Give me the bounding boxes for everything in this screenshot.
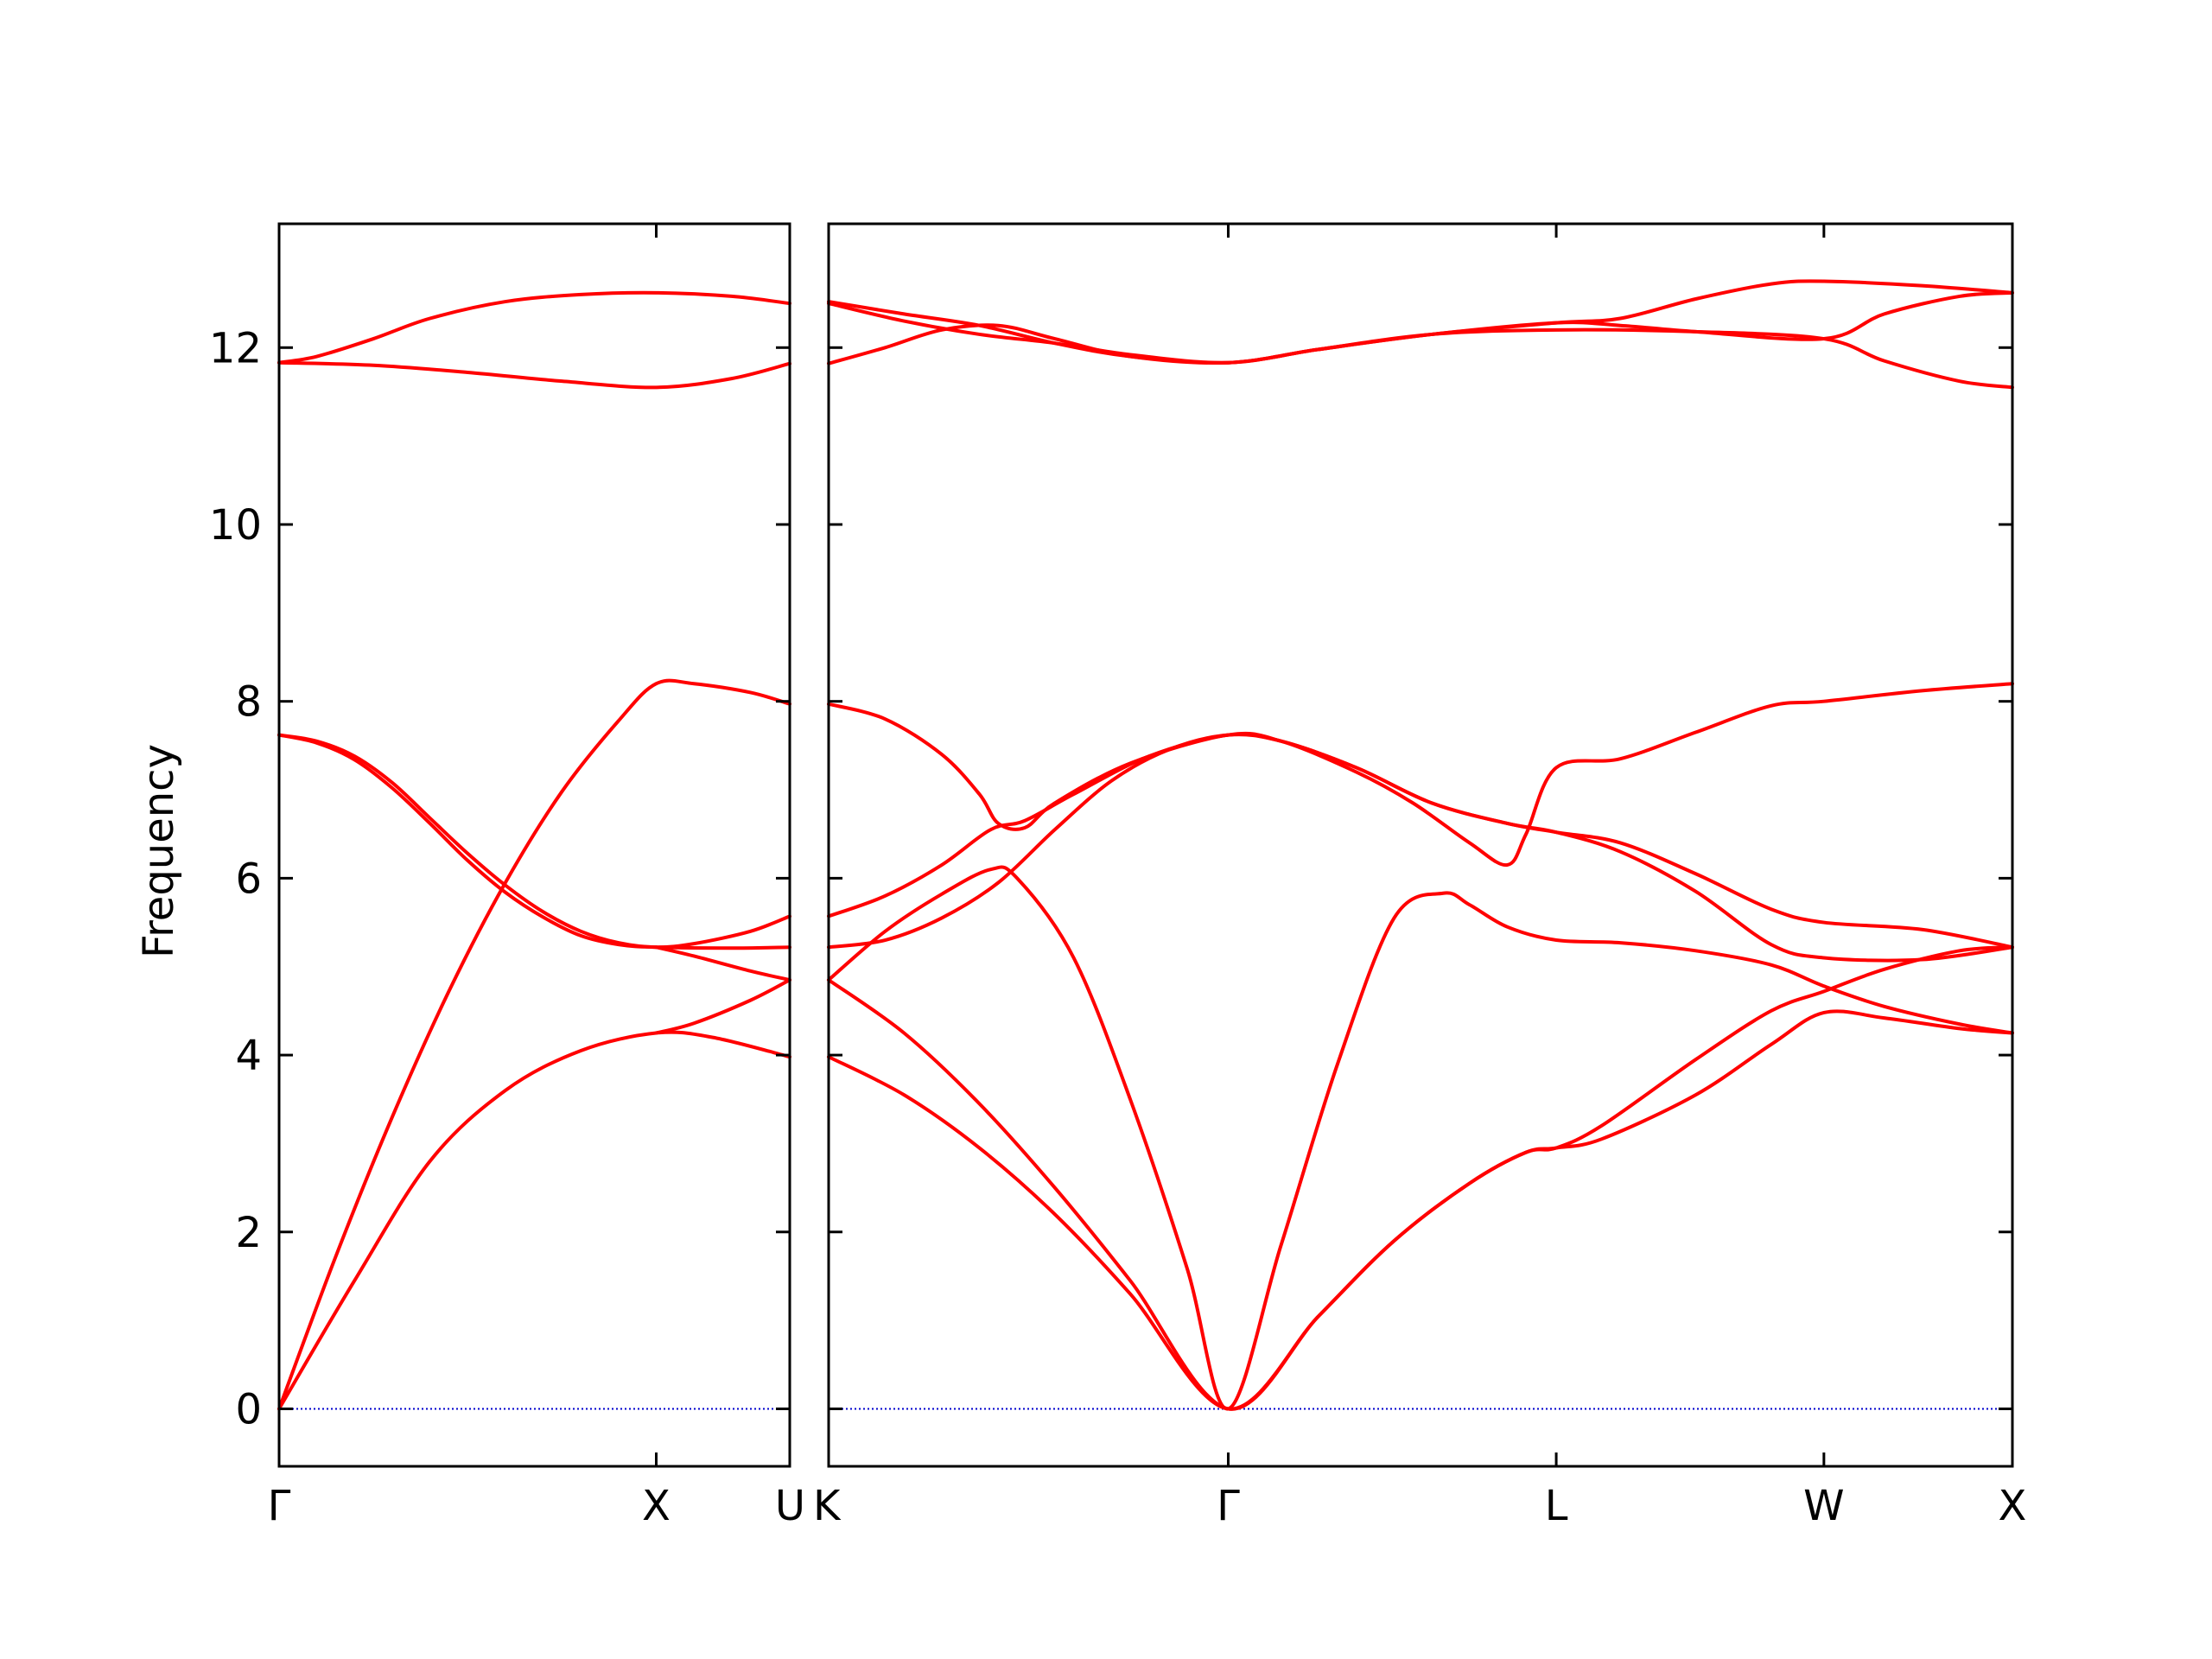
band-line-3 xyxy=(277,733,791,950)
band-line-4 xyxy=(827,733,2014,963)
x-tick-label-Γ: Γ xyxy=(1217,1482,1240,1530)
band-line-3 xyxy=(827,865,2014,1411)
band-line-7 xyxy=(654,978,791,1035)
band-line-2 xyxy=(277,1030,791,1411)
y-tick-label-12: 12 xyxy=(209,324,262,372)
x-tick-label-K: K xyxy=(813,1482,842,1530)
axes-frame xyxy=(827,222,2014,1468)
y-axis-label: Frequency xyxy=(135,744,183,958)
x-tick-label-W: W xyxy=(1803,1482,1844,1530)
y-tick-label-10: 10 xyxy=(209,501,262,550)
band-line-2 xyxy=(827,945,2014,1411)
x-tick-label-X: X xyxy=(1999,1482,2027,1530)
band-line-5 xyxy=(827,732,2014,950)
y-tick-label-2: 2 xyxy=(235,1209,262,1257)
x-tick-label-X: X xyxy=(642,1482,671,1530)
band-line-1 xyxy=(827,1009,2014,1411)
y-tick-label-0: 0 xyxy=(235,1385,262,1433)
y-tick-label-4: 4 xyxy=(235,1032,262,1080)
band-line-9 xyxy=(827,279,2014,365)
band-line-8 xyxy=(654,945,791,982)
band-line-1 xyxy=(277,678,791,1411)
band-line-4 xyxy=(277,733,791,950)
x-tick-label-U: U xyxy=(775,1482,805,1530)
y-axis: 0 2 4 6 8 10 12 xyxy=(209,324,262,1433)
band-line-6 xyxy=(277,290,791,365)
y-tick-label-6: 6 xyxy=(235,855,262,903)
x-tick-label-L: L xyxy=(1545,1482,1568,1530)
x-tick-label-Γ: Γ xyxy=(268,1482,291,1530)
band-line-6 xyxy=(827,682,2014,868)
y-tick-label-8: 8 xyxy=(235,678,262,727)
axes-frame xyxy=(277,222,791,1468)
band-line-5 xyxy=(277,360,791,390)
